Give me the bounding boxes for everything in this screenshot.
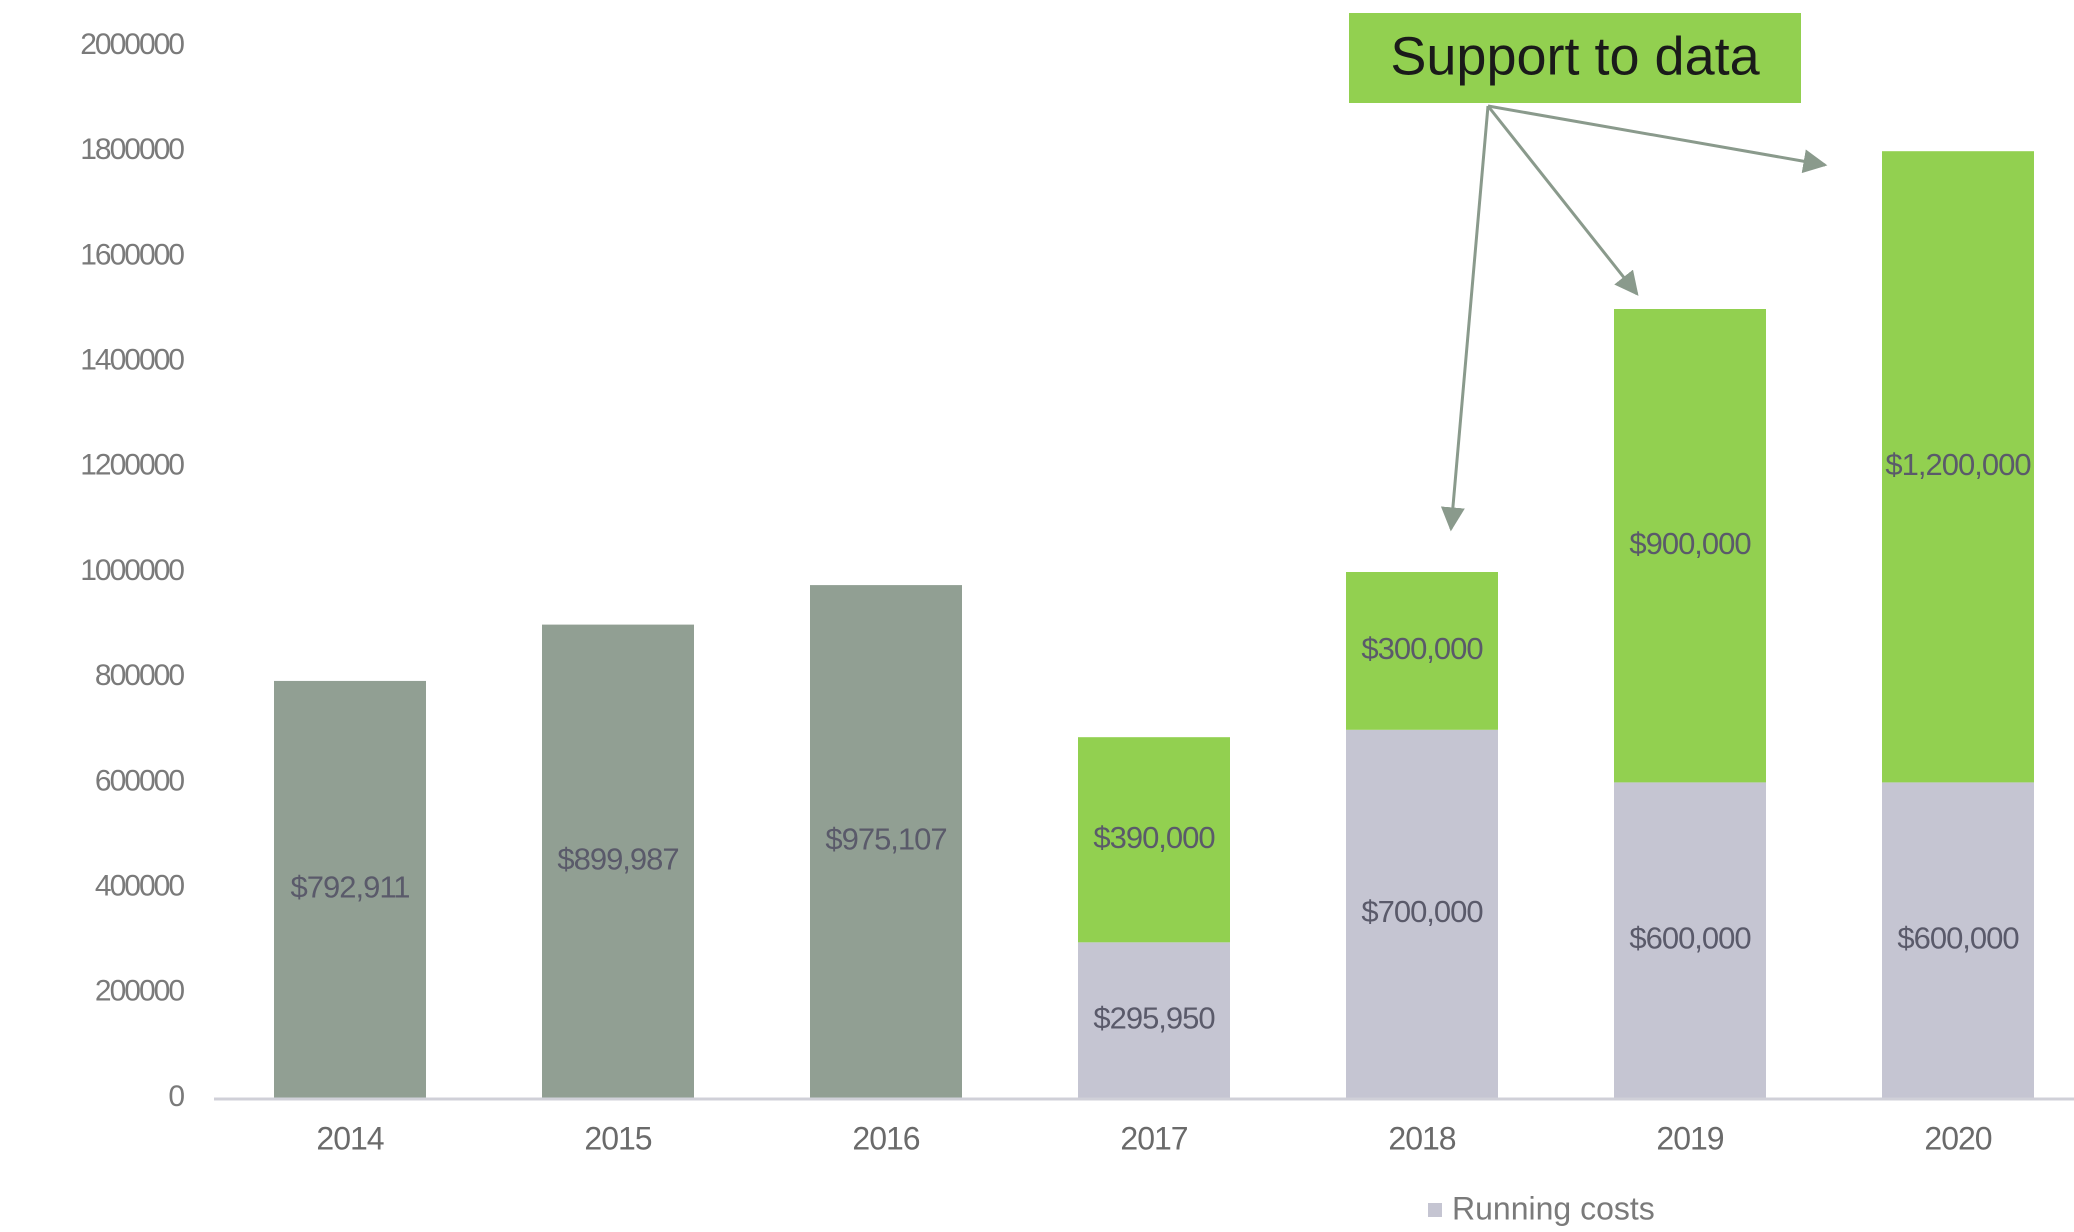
x-tick-label: 2020	[1924, 1120, 1991, 1156]
bar-segment	[542, 624, 694, 1098]
value-label: $792,911	[291, 870, 410, 905]
y-tick-label: 1600000	[80, 238, 184, 271]
y-tick-label: 1000000	[80, 554, 184, 587]
value-label: $600,000	[1897, 920, 2019, 955]
value-label: $1,200,000	[1885, 447, 2031, 482]
value-label: $390,000	[1093, 820, 1215, 855]
bar-segment	[274, 680, 426, 1098]
x-tick-label: 2017	[1120, 1120, 1187, 1156]
x-tick-label: 2019	[1656, 1120, 1723, 1156]
bar-segment	[1078, 942, 1230, 1098]
value-label: $700,000	[1361, 894, 1483, 929]
annotation: Support to data	[1390, 26, 1760, 86]
x-tick-label: 2016	[852, 1120, 919, 1156]
bar-segment	[1078, 737, 1230, 943]
bar-segment	[1882, 782, 2034, 1098]
value-label: $295,950	[1093, 1000, 1215, 1035]
legend-label: Running costs	[1452, 1190, 1655, 1226]
bar-segment	[1614, 309, 1766, 783]
value-label: $899,987	[557, 841, 678, 876]
y-tick-label: 2000000	[80, 28, 184, 61]
y-tick-label: 1200000	[80, 449, 184, 482]
annotation-arrows	[1440, 104, 1828, 532]
value-label: $600,000	[1629, 920, 1751, 955]
value-label: $900,000	[1629, 526, 1751, 561]
arrow	[1487, 104, 1828, 174]
arrow	[1440, 105, 1490, 532]
value-label: $300,000	[1361, 631, 1483, 666]
x-tick-label: 2018	[1388, 1120, 1455, 1156]
y-tick-label: 400000	[95, 870, 184, 903]
bar-segment	[1882, 151, 2034, 783]
bar-segment	[1346, 572, 1498, 730]
bar-segment	[1346, 729, 1498, 1098]
x-tick-label: 2014	[316, 1120, 383, 1156]
y-tick-label: 600000	[95, 764, 184, 797]
arrow	[1486, 105, 1639, 296]
y-tick-label: 0	[168, 1080, 184, 1113]
value-label: $975,107	[825, 822, 946, 857]
annotation-box	[1349, 13, 1801, 103]
y-tick-label: 1400000	[80, 344, 184, 377]
bar-segment	[810, 585, 962, 1098]
y-tick-label: 200000	[95, 975, 184, 1008]
legend-swatch	[1428, 1203, 1442, 1217]
x-tick-label: 2015	[584, 1120, 651, 1156]
y-tick-label: 800000	[95, 659, 184, 692]
bar-segment	[1614, 782, 1766, 1098]
y-tick-label: 1800000	[80, 133, 184, 166]
